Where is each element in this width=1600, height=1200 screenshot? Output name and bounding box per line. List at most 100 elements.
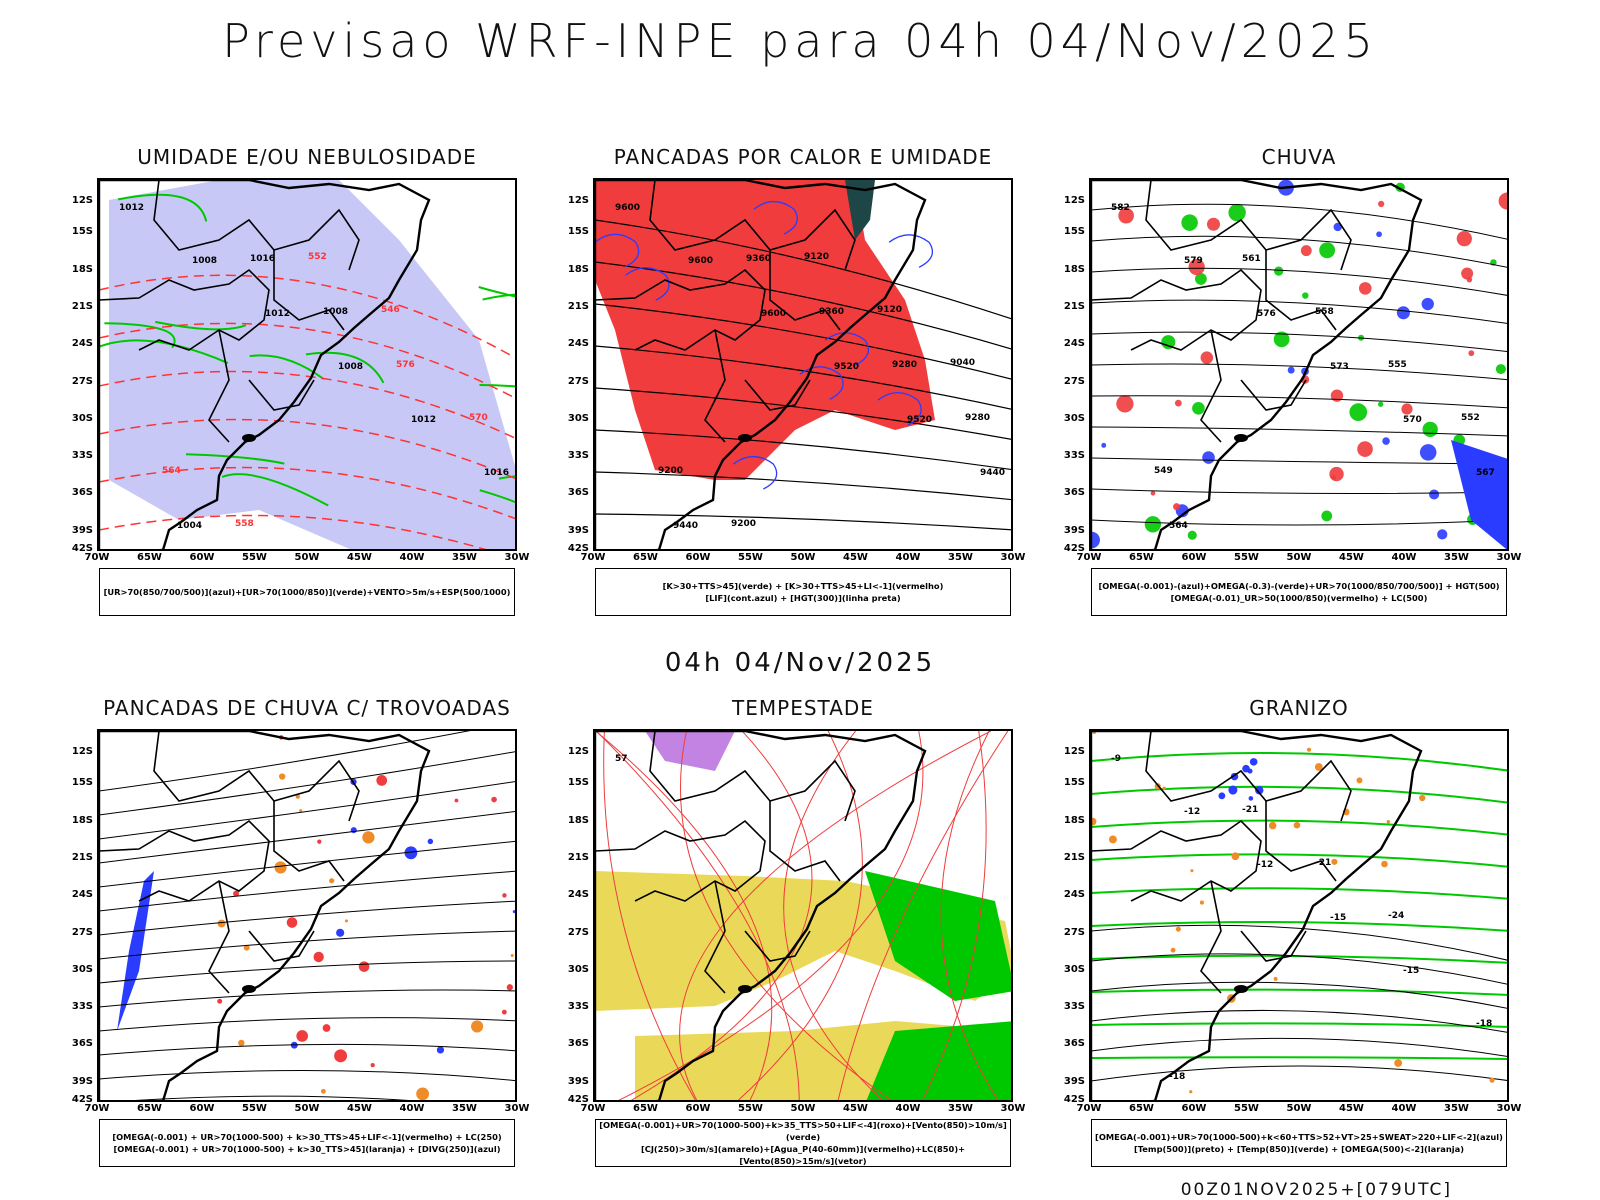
lon-label: 60W bbox=[685, 552, 711, 563]
panel-title-granizo: GRANIZO bbox=[1249, 696, 1349, 720]
lon-label: 70W bbox=[84, 552, 110, 563]
lat-label: 12S bbox=[1063, 195, 1085, 206]
lat-label: 21S bbox=[71, 300, 93, 312]
lat-label: 18S bbox=[567, 263, 589, 275]
panel-title-umidade: UMIDADE E/OU NEBULOSIDADE bbox=[137, 145, 477, 169]
contour-label: 552 bbox=[308, 252, 327, 262]
lat-label: 15S bbox=[567, 226, 589, 238]
lon-label: 60W bbox=[189, 552, 215, 563]
contour-label: 573 bbox=[1330, 362, 1349, 372]
contour-label: 9360 bbox=[746, 254, 771, 264]
lat-label: 15S bbox=[567, 777, 589, 789]
contour-label: 555 bbox=[1388, 360, 1407, 370]
legend-line: [LIF](cont.azul) + [HGT(300)](linha pret… bbox=[705, 593, 901, 603]
lat-label: 24S bbox=[71, 889, 93, 901]
map-canvas-chuva: 582 579 576 573 570 567 564 561 558 555 552 549 bbox=[1091, 180, 1507, 549]
contour-label: 9360 bbox=[819, 307, 844, 317]
lat-label: 24S bbox=[1063, 338, 1085, 350]
lat-label: 24S bbox=[567, 889, 589, 901]
lat-label: 18S bbox=[71, 263, 93, 275]
lat-label: 42S bbox=[1063, 543, 1085, 554]
contour-label: 9600 bbox=[615, 203, 640, 213]
lat-label: 21S bbox=[567, 851, 589, 863]
contour-label: 1012 bbox=[265, 309, 290, 319]
lat-label: 39S bbox=[1063, 524, 1085, 536]
legend-line: [Temp(500)](preto) + [Temp(850)](verde) … bbox=[1133, 1144, 1465, 1154]
legend-umidade: [UR>70(850/700/500)](azul)+[UR>70(1000/8… bbox=[99, 568, 515, 616]
lon-label: 55W bbox=[738, 1103, 763, 1114]
map-canvas-pancadas-calor: 9600 9600 9600 9520 9520 9440 9440 9360 9360 9280… bbox=[595, 180, 1011, 549]
lat-label: 30S bbox=[567, 412, 589, 424]
lat-label: 12S bbox=[567, 746, 589, 757]
lon-label: 30W bbox=[504, 1103, 530, 1114]
lon-label: 45W bbox=[843, 552, 868, 563]
lat-label: 39S bbox=[567, 1075, 589, 1087]
contour-label: 9280 bbox=[965, 413, 990, 423]
lat-label: 42S bbox=[567, 543, 589, 554]
legend-line: [OMEGA(-0.001)+UR>70(1000-500)+k<60+TTS>… bbox=[1095, 1132, 1503, 1142]
lon-label: 65W bbox=[1129, 552, 1154, 563]
lat-label: 21S bbox=[1063, 851, 1085, 863]
contour-label: 549 bbox=[1154, 466, 1173, 476]
lat-label: 24S bbox=[567, 338, 589, 350]
contour-label: 9120 bbox=[804, 252, 829, 262]
contour-label: 9200 bbox=[731, 519, 756, 529]
contour-label: 9440 bbox=[673, 521, 698, 531]
contour-label: 558 bbox=[1315, 307, 1334, 317]
panel-title-chuva: CHUVA bbox=[1261, 145, 1337, 169]
lon-label: 40W bbox=[895, 1103, 921, 1114]
lon-label: 65W bbox=[1129, 1103, 1154, 1114]
legend-pancadas-trovoadas: [OMEGA(-0.001) + UR>70(1000-500) + k>30_… bbox=[99, 1119, 515, 1167]
lon-label: 45W bbox=[347, 1103, 372, 1114]
lat-label: 36S bbox=[1063, 1038, 1085, 1050]
panel-title-pancadas-calor: PANCADAS POR CALOR E UMIDADE bbox=[613, 145, 993, 169]
lat-label: 21S bbox=[567, 300, 589, 312]
lat-label: 33S bbox=[567, 1001, 589, 1013]
legend-chuva: [OMEGA(-0.001)-(azul)+OMEGA(-0.3)-(verde… bbox=[1091, 568, 1507, 616]
lat-label: 42S bbox=[1063, 1094, 1085, 1105]
contour-label: 576 bbox=[1257, 309, 1276, 319]
lat-label: 42S bbox=[71, 543, 93, 554]
contour-label: 582 bbox=[1111, 203, 1130, 213]
contour-label: -15 bbox=[1403, 966, 1419, 976]
lat-label: 18S bbox=[1063, 814, 1085, 826]
lat-label: 42S bbox=[567, 1094, 589, 1105]
lon-label: 45W bbox=[843, 1103, 868, 1114]
contour-label: -18 bbox=[1169, 1072, 1185, 1082]
lon-label: 50W bbox=[1286, 1103, 1312, 1114]
map-canvas-pancadas-trovoadas bbox=[99, 731, 515, 1100]
lon-label: 35W bbox=[452, 1103, 477, 1114]
contour-label: 570 bbox=[469, 413, 488, 423]
lon-label: 55W bbox=[738, 552, 763, 563]
lat-label: 21S bbox=[71, 851, 93, 863]
contour-label: 558 bbox=[235, 519, 254, 529]
legend-tempestade: [OMEGA(-0.001)+UR>70(1000-500)+k>35_TTS>… bbox=[595, 1119, 1011, 1167]
lat-label: 12S bbox=[567, 195, 589, 206]
lat-label: 33S bbox=[567, 450, 589, 462]
contour-label: 9600 bbox=[688, 256, 713, 266]
legend-line: [OMEGA(-0.001) + UR>70(1000-500) + k>30_… bbox=[113, 1144, 501, 1154]
contour-label: 1004 bbox=[177, 521, 202, 531]
contour-label: 567 bbox=[1476, 468, 1495, 478]
contour-label: 1016 bbox=[250, 254, 275, 264]
map-panel-tempestade: 57 bbox=[593, 729, 1013, 1102]
lat-label: 24S bbox=[71, 338, 93, 350]
legend-line: [CJ(250)>30m/s](amarelo)+[Agua_P(40-60mm… bbox=[640, 1144, 966, 1166]
lat-label: 39S bbox=[71, 1075, 93, 1087]
contour-label: 9200 bbox=[658, 466, 683, 476]
lon-label: 45W bbox=[1339, 1103, 1364, 1114]
lon-label: 70W bbox=[580, 552, 606, 563]
lon-label: 65W bbox=[137, 552, 162, 563]
contour-label: 576 bbox=[396, 360, 415, 370]
lat-label: 15S bbox=[71, 777, 93, 789]
contour-label: 9520 bbox=[907, 415, 932, 425]
map-panel-umidade: 1012 1008 1012 1008 1012 1016 1004 1016 1008 576 5… bbox=[97, 178, 517, 551]
forecast-date-label: 04h 04/Nov/2025 bbox=[664, 648, 936, 678]
lon-label: 40W bbox=[895, 552, 921, 563]
lon-label: 50W bbox=[294, 552, 320, 563]
contour-label: 570 bbox=[1403, 415, 1422, 425]
contour-label: 57 bbox=[615, 754, 628, 764]
map-panel-chuva: 582 579 576 573 570 567 564 561 558 555 552 549 bbox=[1089, 178, 1509, 551]
contour-label: 561 bbox=[1242, 254, 1261, 264]
lat-label: 18S bbox=[567, 814, 589, 826]
